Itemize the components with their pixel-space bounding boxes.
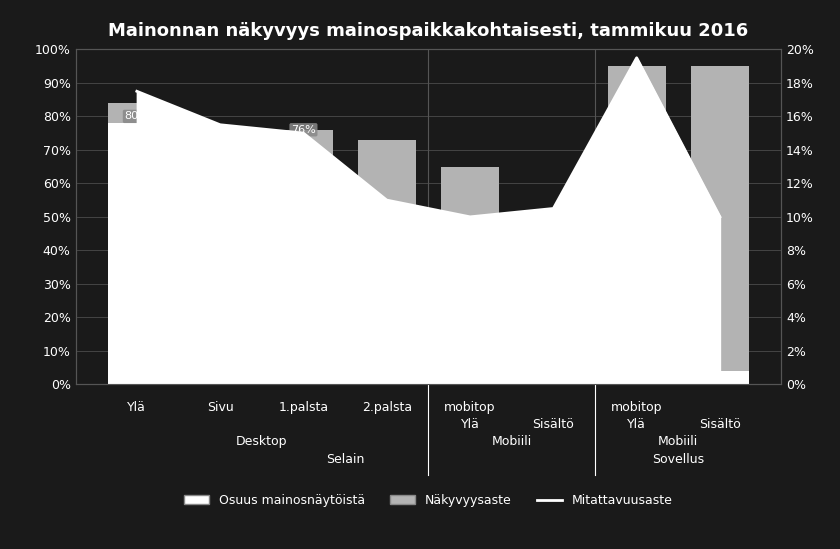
Text: Sivu: Sivu: [207, 401, 234, 414]
Text: 2.palsta: 2.palsta: [362, 401, 412, 414]
Text: 76%: 76%: [291, 125, 316, 135]
Text: Selain: Selain: [326, 453, 365, 466]
Bar: [607, 66, 666, 384]
Bar: [607, 321, 666, 384]
Mitattavuusaste: [381, 197, 391, 204]
Text: Ylä: Ylä: [460, 418, 480, 431]
Text: 78%: 78%: [124, 373, 150, 383]
Text: mobitop: mobitop: [611, 401, 663, 414]
Bar: [524, 376, 582, 384]
Mitattavuusaste: [632, 54, 642, 61]
Text: Sisältö: Sisältö: [533, 418, 575, 431]
Text: Sovellus: Sovellus: [652, 453, 705, 466]
Text: 80%: 80%: [124, 111, 150, 121]
Legend: Osuus mainosnäytöistä, Näkyvyysaste, Mitattavuusaste: Osuus mainosnäytöistä, Näkyvyysaste, Mit…: [179, 489, 678, 512]
Bar: [358, 371, 416, 384]
Text: Mobiili: Mobiili: [491, 435, 532, 447]
Bar: [358, 140, 416, 384]
Mitattavuusaste: [465, 214, 475, 220]
Title: Mainonnan näkyvyys mainospaikkakohtaisesti, tammikuu 2016: Mainonnan näkyvyys mainospaikkakohtaises…: [108, 21, 748, 40]
Bar: [441, 167, 499, 384]
Text: Ylä: Ylä: [627, 418, 646, 431]
Bar: [275, 369, 333, 384]
Bar: [191, 156, 249, 384]
Text: Desktop: Desktop: [236, 435, 287, 447]
Text: 74%: 74%: [207, 131, 233, 142]
Bar: [690, 66, 749, 384]
Text: Ylä: Ylä: [128, 401, 146, 414]
Text: Mobiili: Mobiili: [659, 435, 698, 447]
Text: 1%: 1%: [711, 373, 729, 383]
Line: Mitattavuusaste: Mitattavuusaste: [137, 58, 720, 217]
Text: mobitop: mobitop: [444, 401, 496, 414]
Bar: [441, 376, 499, 384]
Mitattavuusaste: [132, 88, 142, 94]
Bar: [690, 371, 749, 384]
Bar: [191, 366, 249, 384]
Bar: [524, 227, 582, 384]
Mitattavuusaste: [549, 205, 559, 212]
Bar: [275, 130, 333, 384]
Text: Sisältö: Sisältö: [699, 418, 741, 431]
Bar: [108, 123, 166, 384]
Mitattavuusaste: [215, 121, 225, 128]
Text: 1.palsta: 1.palsta: [278, 401, 328, 414]
Mitattavuusaste: [715, 214, 725, 220]
Mitattavuusaste: [298, 130, 308, 136]
Bar: [108, 103, 166, 384]
